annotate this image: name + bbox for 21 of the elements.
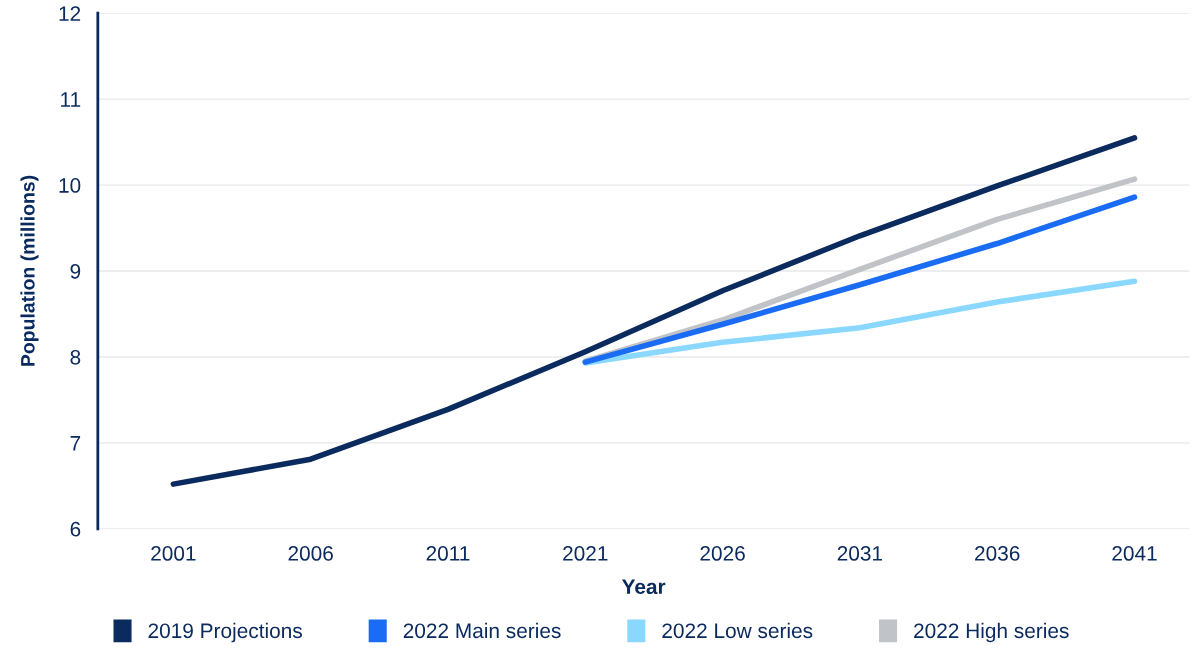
y-tick-label: 12 (59, 6, 81, 21)
x-tick-label: 2041 (1112, 546, 1157, 561)
x-tick-label: 2026 (700, 546, 745, 561)
x-axis-title: Year (621, 579, 666, 595)
legend-label: 2022 Main series (403, 622, 561, 639)
legend-label: 2019 Projections (148, 622, 302, 643)
y-tick-label: 7 (70, 436, 81, 451)
y-tick-label: 9 (70, 264, 81, 279)
legend-label: 2022 Low series (662, 622, 813, 639)
x-tick-label: 2001 (151, 546, 196, 561)
y-tick-label: 6 (70, 521, 81, 537)
legend-label: 2022 High series (914, 622, 1069, 643)
x-tick-label: 2006 (288, 546, 333, 561)
y-axis-title: Population (millions) (20, 175, 39, 366)
y-tick-label: 8 (70, 349, 81, 365)
x-tick-label: 2036 (975, 546, 1020, 561)
x-tick-label: 2021 (563, 546, 608, 561)
x-tick-label: 2031 (837, 546, 883, 561)
y-tick-label: 10 (59, 178, 81, 193)
y-tick-label: 11 (61, 92, 81, 107)
x-tick-label: 2011 (426, 546, 470, 561)
